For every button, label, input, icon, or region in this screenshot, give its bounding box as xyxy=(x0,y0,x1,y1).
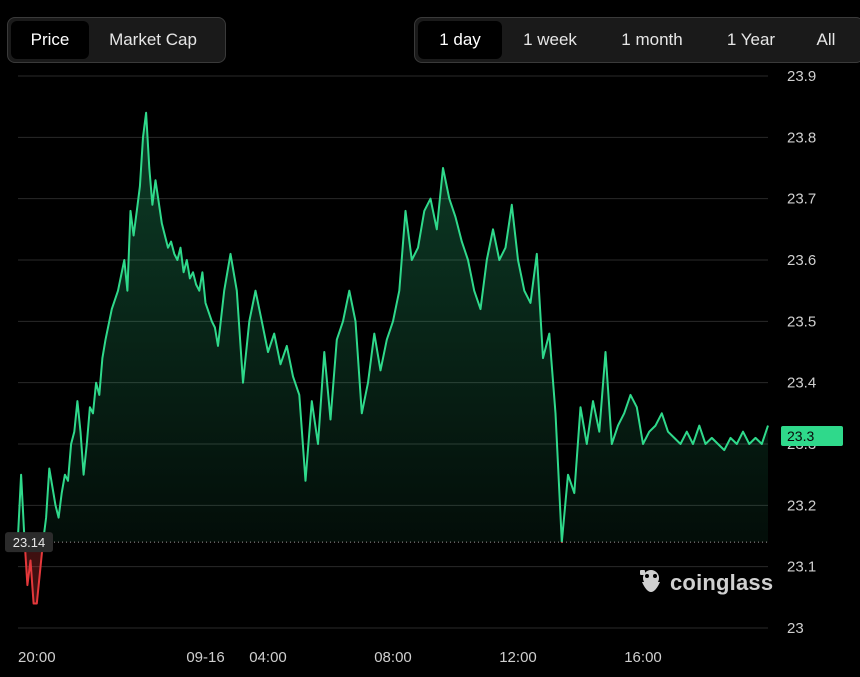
x-tick-label: 08:00 xyxy=(374,649,412,666)
area-above-baseline xyxy=(18,112,768,543)
y-tick-label: 23.2 xyxy=(787,497,816,514)
y-tick-label: 23.7 xyxy=(787,191,816,208)
tab-price[interactable]: Price xyxy=(11,21,89,59)
coinglass-logo-icon xyxy=(640,570,660,592)
price-line xyxy=(17,111,769,605)
range-switch: 1 day 1 week 1 month 1 Year All xyxy=(414,17,860,63)
brand-watermark: coinglass xyxy=(638,568,773,598)
price-badges: 23.14 23.3 xyxy=(5,426,843,553)
current-price-label: 23.3 xyxy=(787,428,814,444)
range-1-year[interactable]: 1 Year xyxy=(726,30,776,49)
range-1-week[interactable]: 1 week xyxy=(523,30,577,49)
y-tick-label: 23.5 xyxy=(787,313,816,330)
y-tick-label: 23.8 xyxy=(787,129,816,146)
y-tick-label: 23 xyxy=(787,620,804,637)
y-tick-label: 23.4 xyxy=(787,375,816,392)
x-tick-label: 20:00 xyxy=(18,649,56,666)
open-price-badge xyxy=(5,532,53,553)
x-tick-label: 12:00 xyxy=(499,649,537,666)
metric-switch: Price Market Cap xyxy=(7,17,226,63)
x-tick-label: 09-16 xyxy=(186,649,224,666)
range-all[interactable]: All xyxy=(816,30,836,49)
open-price-label: 23.14 xyxy=(13,535,46,550)
y-tick-label: 23.1 xyxy=(787,559,816,576)
series-line-up xyxy=(17,111,769,543)
current-price-badge xyxy=(781,426,843,446)
x-axis: 20:00 09-16 04:00 08:00 12:00 16:00 xyxy=(18,649,662,666)
y-tick-label: 23.9 xyxy=(787,68,816,85)
y-tick-label: 23.6 xyxy=(787,252,816,269)
range-1-month[interactable]: 1 month xyxy=(621,30,683,49)
price-area xyxy=(18,112,768,604)
brand-name: coinglass xyxy=(670,570,774,595)
x-tick-label: 04:00 xyxy=(249,649,287,666)
tab-market-cap[interactable]: Market Cap xyxy=(109,30,197,49)
x-tick-label: 16:00 xyxy=(624,649,662,666)
y-axis: 23.9 23.8 23.7 23.6 23.5 23.4 23.3 23.2 23.1 23 xyxy=(787,68,816,637)
range-1-day[interactable]: 1 day xyxy=(418,21,502,59)
area-below-baseline xyxy=(24,542,43,604)
